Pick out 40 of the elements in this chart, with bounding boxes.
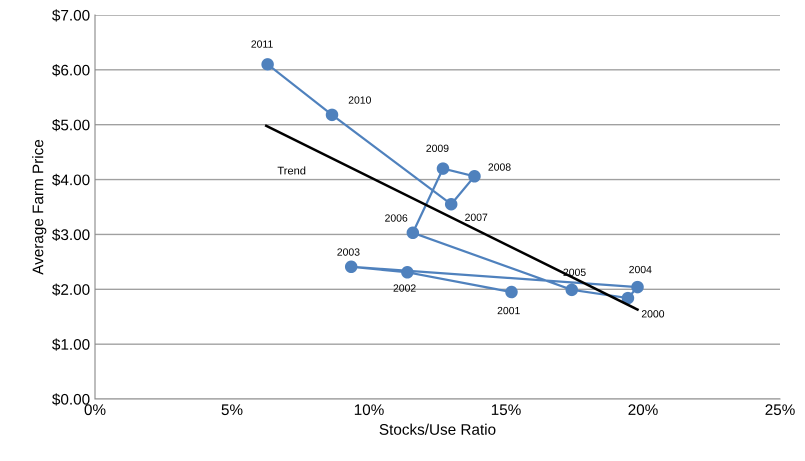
point	[344, 260, 358, 274]
y-axis-title: Average Farm Price	[32, 140, 46, 275]
point	[261, 58, 274, 71]
annotation: 2004	[629, 266, 652, 274]
x-tick-label: 5%	[222, 404, 242, 416]
y-tick-label: $3.00	[52, 228, 90, 242]
x-tick-label: 25%	[765, 404, 795, 416]
point	[436, 162, 450, 175]
y-tick-label: $2.00	[52, 284, 90, 296]
point	[468, 170, 481, 183]
x-tick-label: 20%	[628, 404, 658, 416]
annotation: 2001	[498, 306, 520, 314]
x-tick-label: 10%	[354, 404, 384, 416]
point	[566, 284, 578, 296]
annotation: 2009	[426, 144, 449, 152]
point	[326, 108, 338, 122]
annotation: 2010	[348, 96, 371, 104]
point	[505, 286, 518, 298]
annotation: 2006	[385, 214, 408, 222]
annotation: 2007	[465, 214, 488, 221]
y-tick-label: $1.00	[52, 338, 90, 351]
annotation: 2003	[337, 248, 360, 256]
y-tick-label: $7.00	[52, 9, 90, 22]
annotation: 2000	[642, 310, 664, 318]
y-tick-label: $5.00	[52, 118, 90, 132]
x-axis-title: Stocks/Use Ratio	[380, 424, 496, 435]
y-tick-label: $0.00	[52, 393, 90, 406]
series-label: Trend	[278, 166, 306, 175]
x-tick-label: 0%	[84, 404, 106, 416]
annotation: 2002	[394, 284, 416, 292]
point	[401, 266, 414, 279]
annotation: 2008	[488, 163, 511, 171]
y-tick-label: $4.00	[52, 174, 90, 186]
point	[444, 198, 458, 211]
x-tick-label: 15%	[492, 404, 521, 416]
point	[622, 292, 634, 304]
y-tick-label: $6.00	[52, 64, 90, 76]
annotation: 2011	[251, 40, 273, 48]
point	[631, 280, 644, 294]
point	[406, 226, 420, 240]
